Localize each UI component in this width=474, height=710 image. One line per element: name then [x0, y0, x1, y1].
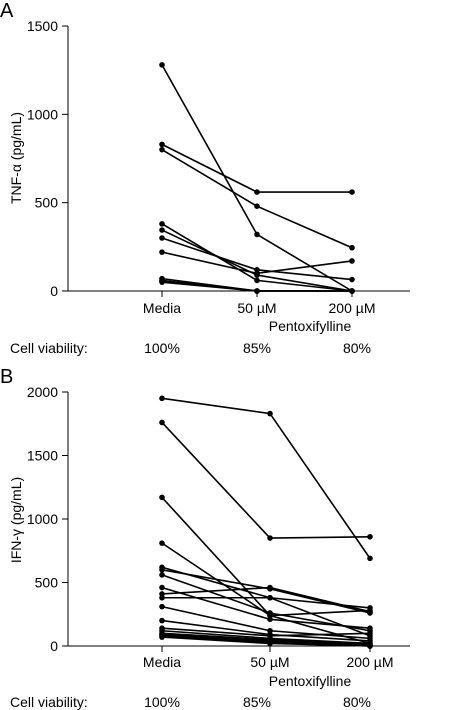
panel-a-x-ticks: Media 50 µM 200 µM — [143, 291, 376, 316]
panel-b-viability-label: Cell viability: — [10, 694, 88, 710]
panel-a-y-tick-label: 1000 — [27, 106, 58, 122]
panel-b-x-axis-title: Pentoxifylline — [269, 673, 352, 689]
panel-b-data-point — [159, 419, 165, 426]
panel-b-data-point — [367, 533, 373, 540]
panel-b-data-point — [367, 625, 373, 632]
panel-a-data-point — [349, 258, 355, 264]
panel-a-x-tick-label: Media — [143, 300, 181, 316]
panel-b-x-tick-label: 50 µM — [250, 654, 289, 670]
panel-b-viability-media: 100% — [144, 694, 180, 710]
panel-a-data-point — [254, 203, 260, 209]
panel-a-data-point — [159, 279, 165, 285]
panel-b-y-ticks: 0 500 1000 1500 2000 — [27, 384, 68, 654]
panel-b-series-9 — [159, 584, 373, 615]
panel-a-data-point — [254, 277, 260, 284]
panel-a-data-point — [159, 221, 165, 227]
panel-b-data-point — [159, 572, 165, 578]
panel-b-y-tick-label: 2000 — [27, 384, 58, 400]
panel-b-y-axis-title: IFN-γ (pg/mL) — [8, 477, 24, 563]
panel-b-data-point — [267, 610, 273, 616]
panel-a-data-point — [159, 146, 165, 153]
panel-b-series-line — [161, 496, 371, 645]
panel-a-data-point — [159, 227, 165, 233]
panel-b-series-18 — [159, 634, 373, 649]
panel-b-y-tick-label: 1000 — [27, 511, 58, 527]
panel-a-data-point — [159, 62, 165, 68]
panel-b-label: B — [0, 366, 13, 388]
panel-a-data-point — [254, 231, 260, 238]
panel-b-data-point — [267, 616, 273, 623]
panel-b-data-point — [367, 643, 373, 649]
panel-a-y-ticks: 0 500 1000 1500 — [27, 18, 68, 299]
panel-b-data-point — [267, 594, 273, 601]
panel-a-data-point — [349, 244, 355, 251]
panel-b: B 0 500 1000 1500 2000 Media 50 µM 200 µM IFN-… — [0, 366, 410, 710]
panel-b-data-point — [159, 594, 165, 601]
panel-a: A 0 500 1000 1500 Media 50 µM 200 µM TNF-α (p… — [0, 0, 410, 356]
panel-b-series-2 — [159, 419, 373, 541]
panel-b-data-point — [367, 555, 373, 562]
panel-a-data-point — [159, 141, 165, 148]
panel-b-data-point — [159, 603, 165, 610]
panel-b-x-tick-label: Media — [143, 654, 181, 670]
panel-b-data-point — [367, 630, 373, 637]
panel-a-y-axis-title: TNF-α (pg/mL) — [8, 112, 24, 204]
panel-b-series-1 — [159, 395, 373, 562]
panel-a-data-point — [349, 276, 355, 283]
panel-b-data-point — [159, 584, 165, 591]
panel-a-data-point — [349, 288, 355, 294]
panel-b-series-6 — [159, 567, 373, 616]
panel-a-series-1 — [159, 62, 355, 294]
panel-b-y-tick-label: 1500 — [27, 448, 58, 464]
panel-a-x-tick-label: 50 µM — [237, 300, 276, 316]
panel-b-data-point — [159, 540, 165, 546]
panel-b-data-point — [267, 410, 273, 417]
panel-a-data-point — [254, 270, 260, 277]
panel-b-series-line — [161, 586, 371, 630]
panel-a-series-7 — [159, 249, 355, 277]
panel-b-data-point — [367, 608, 373, 615]
panel-a-data-point — [349, 189, 355, 195]
panel-a-y-tick-label: 1500 — [27, 18, 58, 34]
panel-a-y-tick-label: 500 — [35, 195, 59, 211]
panel-a-series-3 — [159, 146, 355, 251]
panel-b-data-point — [159, 567, 165, 573]
panel-a-series-11 — [159, 279, 355, 294]
panel-b-y-tick-label: 500 — [35, 575, 59, 591]
panel-a-viability-50: 85% — [243, 340, 271, 356]
panel-a-viability-label: Cell viability: — [10, 340, 88, 356]
panel-b-data-point — [159, 494, 165, 501]
panel-b-data-point — [159, 395, 165, 402]
panel-a-x-tick-label: 200 µM — [329, 300, 376, 316]
panel-a-data-point — [254, 288, 260, 294]
panel-a-data-point — [254, 189, 260, 195]
panel-b-series-line — [161, 574, 371, 632]
panel-a-viability-media: 100% — [144, 340, 180, 356]
panel-a-y-tick-label: 0 — [50, 283, 58, 299]
panel-b-viability-200: 80% — [343, 694, 371, 710]
panel-b-viability-50: 85% — [243, 694, 271, 710]
panel-a-data-point — [159, 235, 165, 241]
panel-a-viability-200: 80% — [343, 340, 371, 356]
panel-a-series-line — [161, 64, 353, 292]
panel-b-series-line — [161, 421, 371, 539]
panel-b-data-point — [267, 535, 273, 541]
panel-a-label: A — [0, 0, 14, 22]
panel-b-x-tick-label: 200 µM — [347, 654, 394, 670]
panel-b-data-point — [267, 584, 273, 591]
panel-b-series — [159, 395, 373, 649]
panel-a-series-2 — [159, 141, 355, 195]
panel-b-data-point — [159, 634, 165, 640]
panel-a-series — [159, 62, 355, 294]
panel-a-x-axis-title: Pentoxifylline — [269, 318, 352, 334]
panel-b-data-point — [267, 640, 273, 647]
panel-b-x-ticks: Media 50 µM 200 µM — [143, 646, 394, 670]
panel-b-y-tick-label: 0 — [50, 638, 58, 654]
panel-b-data-point — [159, 617, 165, 624]
panel-a-data-point — [159, 249, 165, 255]
panel-b-series-line — [161, 586, 371, 613]
panel-a-series-line — [161, 143, 352, 193]
